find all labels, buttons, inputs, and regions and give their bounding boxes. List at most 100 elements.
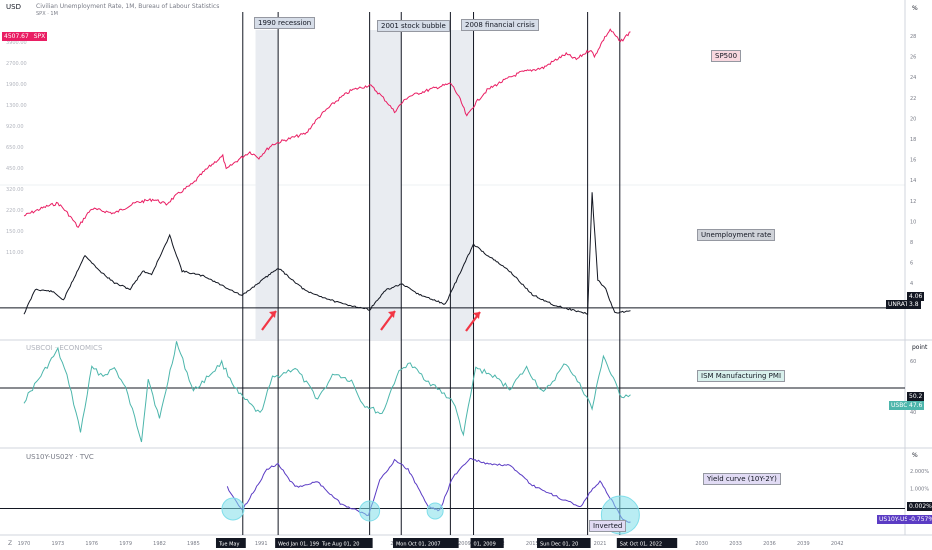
date-label-6: Sun Dec 01, 20 <box>540 542 578 548</box>
spx-y-tick: 920.00 <box>6 124 24 130</box>
yield-unit-label: % <box>912 452 918 459</box>
right-pmi-tick: 40 <box>910 410 916 416</box>
annotation-2001-stock-bubble[interactable]: 2001 stock bubble <box>377 20 450 32</box>
x-tick-1979: 1979 <box>119 541 132 547</box>
date-label-0: Tue May <box>218 542 240 548</box>
spx-symbol: SPX <box>33 33 46 40</box>
pmi-pane-label: USBCOI · ECONOMICS <box>26 344 103 352</box>
right-main-tick: 22 <box>910 96 916 102</box>
recession-shade-2 <box>450 30 474 340</box>
right-main-tick: 28 <box>910 34 916 40</box>
spx-y-tick: 1900.00 <box>6 82 27 88</box>
date-label-bg-2 <box>319 538 373 548</box>
yield-pane-label: US10Y-US02Y · TVC <box>26 453 94 461</box>
pmi-name-tag: USBCOI <box>889 401 916 410</box>
right-axis-unit: % <box>912 5 918 12</box>
pmi-unit-label: point <box>912 344 928 351</box>
x-tick-1976: 1976 <box>85 541 98 547</box>
date-label-4: Mon Oct 01, 2007 <box>396 542 441 548</box>
unrate-value-tag: 3.8 <box>907 300 921 309</box>
y-tick-labels: 3900.00 2700.00 1900.00 1300.00 920.00 650.00… <box>6 40 27 256</box>
x-tick-2039: 2039 <box>797 541 810 547</box>
date-label-bg-6 <box>537 538 591 548</box>
right-main-tick: 26 <box>910 55 916 61</box>
spx-y-tick: 110.00 <box>6 250 24 256</box>
date-label-1: Wed Jan 01, 1992 <box>278 542 322 548</box>
x-tick-2033: 2033 <box>729 541 742 547</box>
event-lines <box>242 12 621 535</box>
yield-value-tag: -0.757% <box>907 515 932 524</box>
x-tick-2009: 2009 <box>458 541 471 547</box>
red-arrows <box>261 310 481 332</box>
date-label-bg-1 <box>275 538 336 548</box>
arrow-head-1 <box>388 311 395 318</box>
spx-y-tick: 450.00 <box>6 166 24 172</box>
right-main-tick: 14 <box>910 178 916 184</box>
inversion-circles <box>221 495 640 535</box>
date-label-bg-5 <box>470 538 504 548</box>
spx-line <box>23 28 631 228</box>
annotation-ism-pmi[interactable]: ISM Manufacturing PMI <box>697 370 786 382</box>
x-tick-2015: 2015 <box>526 541 539 547</box>
x-tick-2030: 2030 <box>695 541 708 547</box>
inversion-circle-1 <box>359 500 381 522</box>
x-tick-1985: 1985 <box>187 541 200 547</box>
annotation-2008-financial-crisis[interactable]: 2008 financial crisis <box>461 19 539 31</box>
right-main-tick: 10 <box>910 219 916 225</box>
series-lines <box>23 28 631 523</box>
date-label-bg-7 <box>616 538 678 548</box>
pmi-level-tag: 50.2 <box>907 392 925 401</box>
right-main-tick: 18 <box>910 137 916 143</box>
x-tick-1991: 1991 <box>255 541 268 547</box>
unrate-line <box>23 192 631 316</box>
right-main-tick: 16 <box>910 158 916 164</box>
recession-shading <box>255 30 474 340</box>
chart-subtitle: SPX · 1M <box>36 11 58 17</box>
right-main-tick: 6 <box>910 261 913 267</box>
inversion-circle-0 <box>221 497 245 521</box>
x-tick-1982: 1982 <box>153 541 166 547</box>
spx-y-tick: 2700.00 <box>6 61 27 67</box>
x-tick-2042: 2042 <box>831 541 844 547</box>
right-main-tick: 24 <box>910 75 916 81</box>
spx-y-tick: 1300.00 <box>6 103 27 109</box>
right-pmi-tick: 60 <box>910 359 916 365</box>
x-tick-2021: 2021 <box>594 541 607 547</box>
right-yield-tick: 1.000% <box>910 487 929 493</box>
right-axis-ticks: 28262422201816141210864260402.000%1.000% <box>910 34 929 493</box>
date-label-2: Tue Aug 01, 20 <box>321 542 359 548</box>
arrow-head-0 <box>269 311 276 318</box>
yield-line <box>226 457 631 523</box>
annotation-yield-curve[interactable]: Yield curve (10Y-2Y) <box>703 473 781 485</box>
annotation-inverted[interactable]: Inverted <box>589 520 627 532</box>
recession-shade-0 <box>255 30 279 340</box>
yield-level-tag: 0.002% <box>907 502 932 511</box>
right-main-tick: 8 <box>910 240 913 246</box>
right-yield-tick: 2.000% <box>910 469 929 475</box>
right-main-tick: 4 <box>910 281 913 287</box>
spx-y-tick: 320.00 <box>6 187 24 193</box>
unrate-name-tag: UNRATE <box>886 300 914 309</box>
date-label-bg-4 <box>392 538 454 548</box>
unrate-level-tag: 4.06 <box>907 292 925 301</box>
annotation-sp500[interactable]: SP500 <box>711 50 742 62</box>
recession-shade-1 <box>369 30 402 340</box>
annotation-1990-recession[interactable]: 1990 recession <box>254 17 316 29</box>
chart-title: Civilian Unemployment Rate, 1M, Bureau o… <box>36 3 220 10</box>
spx-y-tick: 650.00 <box>6 145 24 151</box>
arrow-head-2 <box>473 312 480 319</box>
date-label-7: Sat Oct 01, 2022 <box>620 542 662 548</box>
spx-y-tick: 150.00 <box>6 229 24 235</box>
right-main-tick: 20 <box>910 116 916 122</box>
x-tick-1970: 1970 <box>18 541 31 547</box>
time-zone-glyph: Z <box>8 540 12 547</box>
annotation-unemployment-rate[interactable]: Unemployment rate <box>697 229 776 241</box>
x-tick-1973: 1973 <box>52 541 65 547</box>
x-tick-2036: 2036 <box>763 541 776 547</box>
spx-y-tick: 220.00 <box>6 208 24 214</box>
currency-label: USD <box>6 3 21 11</box>
right-main-tick: 12 <box>910 199 916 205</box>
date-label-5: 01, 2009 <box>474 542 496 548</box>
